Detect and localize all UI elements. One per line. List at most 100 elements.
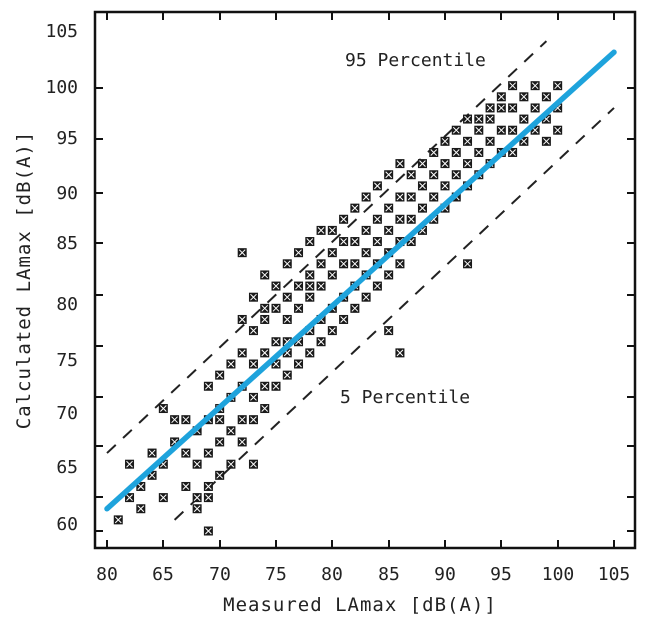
x-tick-label: 75 <box>265 564 287 585</box>
data-point <box>226 360 235 369</box>
data-point <box>215 415 224 424</box>
data-point <box>395 259 404 268</box>
data-point <box>260 404 269 413</box>
data-point <box>238 315 247 324</box>
data-point <box>260 348 269 357</box>
data-point <box>395 215 404 224</box>
data-point <box>362 248 371 257</box>
data-point <box>226 460 235 469</box>
data-point <box>249 326 258 335</box>
data-point <box>362 193 371 202</box>
data-point <box>249 393 258 402</box>
data-point <box>204 382 213 391</box>
data-point <box>508 103 517 112</box>
data-point <box>350 259 359 268</box>
data-point <box>125 460 134 469</box>
data-point <box>317 337 326 346</box>
data-point <box>294 248 303 257</box>
y-tick-label: 85 <box>56 233 78 254</box>
data-point <box>238 415 247 424</box>
y-tick-label: 80 <box>56 294 78 315</box>
data-point <box>497 103 506 112</box>
data-point <box>317 282 326 291</box>
data-point <box>339 237 348 246</box>
data-point <box>384 326 393 335</box>
x-tick-label: 85 <box>378 564 400 585</box>
fit-line <box>107 52 614 508</box>
data-point <box>193 460 202 469</box>
data-point <box>441 181 450 190</box>
data-point <box>283 293 292 302</box>
data-point <box>553 126 562 135</box>
data-point <box>181 482 190 491</box>
data-point <box>317 226 326 235</box>
data-point <box>238 348 247 357</box>
data-point <box>474 148 483 157</box>
x-tick-label: 80 <box>321 564 343 585</box>
data-point <box>226 426 235 435</box>
data-point <box>181 415 190 424</box>
x-tick-label: 105 <box>598 564 631 585</box>
data-point <box>215 471 224 480</box>
data-point <box>486 115 495 124</box>
data-point <box>204 527 213 536</box>
data-point <box>407 215 416 224</box>
data-points <box>114 81 562 535</box>
data-point <box>395 193 404 202</box>
y-axis-title: Calculated LAmax [dB(A)] <box>13 131 35 430</box>
data-point <box>542 137 551 146</box>
data-point <box>238 248 247 257</box>
y-tick-label: 75 <box>56 350 78 371</box>
x-tick-label: 65 <box>152 564 174 585</box>
data-point <box>350 304 359 313</box>
data-point <box>463 115 472 124</box>
data-point <box>373 181 382 190</box>
data-point <box>148 449 157 458</box>
percentile-line-95 <box>107 41 546 453</box>
data-point <box>384 170 393 179</box>
data-point <box>407 193 416 202</box>
data-point <box>362 293 371 302</box>
data-point <box>486 137 495 146</box>
data-point <box>272 304 281 313</box>
y-tick-label: 65 <box>56 457 78 478</box>
data-point <box>204 493 213 502</box>
data-point <box>283 259 292 268</box>
data-point <box>305 293 314 302</box>
data-point <box>339 215 348 224</box>
data-point <box>463 159 472 168</box>
data-point <box>260 315 269 324</box>
data-point <box>441 159 450 168</box>
data-point <box>384 270 393 279</box>
data-point <box>283 371 292 380</box>
data-point <box>170 415 179 424</box>
y-tick-label: 95 <box>56 128 78 149</box>
annotation-95-percentile: 95 Percentile <box>345 50 486 71</box>
data-point <box>328 248 337 257</box>
y-tick-label: 105 <box>45 21 78 42</box>
data-point <box>384 204 393 213</box>
data-point <box>328 226 337 235</box>
data-point <box>339 259 348 268</box>
data-point <box>305 282 314 291</box>
y-tick-label: 60 <box>56 514 78 535</box>
data-point <box>204 482 213 491</box>
data-point <box>238 437 247 446</box>
data-point <box>260 382 269 391</box>
data-point <box>339 315 348 324</box>
x-tick-labels: 80 65 70 75 80 85 90 95 100 105 <box>96 564 630 585</box>
data-point <box>249 415 258 424</box>
data-point <box>328 270 337 279</box>
data-point <box>204 449 213 458</box>
data-point <box>373 237 382 246</box>
data-point <box>452 126 461 135</box>
data-point <box>114 515 123 524</box>
data-point <box>531 103 540 112</box>
data-point <box>317 259 326 268</box>
data-point <box>452 148 461 157</box>
x-tick-label: 70 <box>209 564 231 585</box>
data-point <box>249 460 258 469</box>
data-point <box>294 282 303 291</box>
data-point <box>407 170 416 179</box>
